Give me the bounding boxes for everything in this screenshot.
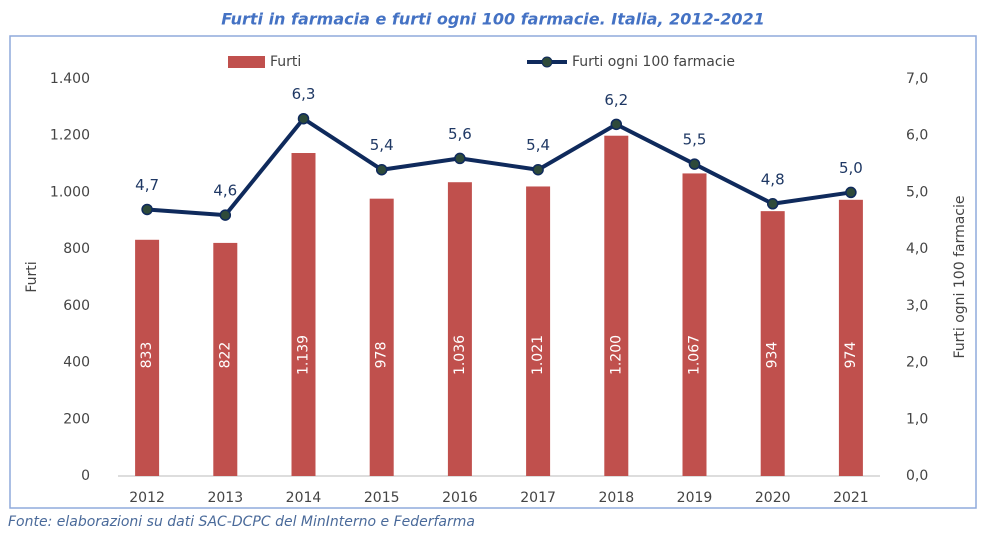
bar [760, 211, 785, 476]
bar [291, 153, 316, 476]
x-tick-label: 2019 [677, 490, 713, 506]
legend-swatch-point [541, 56, 553, 68]
bar [135, 239, 160, 476]
x-tick-label: 2013 [207, 490, 243, 506]
line-value-label: 4,8 [761, 170, 785, 188]
source: Fonte: elaborazioni su dati SAC-DCPC del… [8, 514, 475, 530]
bar-value-label: 974 [843, 342, 859, 369]
y-tick-label: 0 [81, 468, 90, 484]
bar [838, 199, 863, 476]
bar [682, 173, 707, 476]
x-tick-label: 2012 [129, 490, 165, 506]
frame [9, 35, 977, 509]
y2-tick-label: 5,0 [906, 184, 928, 200]
bar-value-label: 1.036 [452, 335, 468, 375]
y-axis-label: Furti [24, 261, 40, 292]
bar [604, 135, 629, 476]
bar-value-label: 1.139 [296, 335, 312, 375]
bar-value-label: 833 [139, 342, 155, 369]
line-point [141, 203, 153, 216]
line-point [219, 209, 232, 221]
line-point [766, 198, 779, 210]
line-value-label: 4,6 [213, 182, 237, 200]
bar [369, 198, 394, 476]
x-tick-label: 2021 [833, 490, 869, 506]
legend-swatch [228, 56, 265, 68]
bar-value-label: 1.067 [687, 335, 703, 375]
y2-tick-label: 0,0 [906, 468, 928, 484]
legend-label: Furti ogni 100 farmacie [572, 54, 735, 70]
x-tick-label: 2020 [755, 490, 791, 506]
line-value-label: 5,4 [370, 136, 394, 154]
y-tick-label: 400 [63, 355, 90, 371]
y-tick-label: 800 [63, 241, 90, 257]
line-point [375, 163, 388, 176]
line-point [688, 158, 701, 170]
bar-value-label: 822 [217, 342, 233, 369]
y2-tick-label: 2,0 [906, 355, 928, 371]
y2-tick-label: 7,0 [906, 71, 928, 87]
y-tick-label: 1.000 [50, 184, 90, 200]
line-value-label: 5,6 [448, 125, 472, 143]
bar-value-label: 934 [765, 342, 781, 369]
y-tick-label: 1.200 [50, 128, 90, 144]
line-point [610, 118, 623, 131]
line-value-label: 4,7 [135, 176, 159, 194]
y2-tick-label: 1,0 [906, 411, 928, 427]
x-tick-label: 2018 [598, 490, 634, 506]
bar-value-label: 978 [374, 342, 390, 369]
y-tick-label: 1.400 [50, 71, 90, 87]
bar-value-label: 1.200 [608, 335, 624, 375]
x-tick-label: 2016 [442, 490, 478, 506]
x-tick-label: 2014 [286, 490, 322, 506]
y2-tick-label: 4,0 [906, 241, 928, 257]
line-point [532, 163, 544, 176]
x-tick-label: 2017 [520, 490, 556, 506]
y2-tick-label: 3,0 [906, 298, 928, 314]
line-point [845, 186, 857, 199]
bar [213, 242, 238, 476]
line-value-label: 5,0 [839, 159, 863, 177]
chart-title: Furti in farmacia e furti ogni 100 farma… [221, 10, 765, 29]
y2-axis-label: Furti ogni 100 farmacie [952, 195, 968, 358]
line-value-label: 5,5 [683, 131, 707, 149]
line-value-label: 5,4 [526, 136, 550, 154]
line-point [454, 152, 466, 165]
bar [447, 182, 472, 476]
bar [526, 186, 551, 476]
x-tick-label: 2015 [364, 490, 400, 506]
y2-tick-label: 6,0 [906, 128, 928, 144]
line [146, 116, 852, 218]
legend-label: Furti [270, 54, 301, 70]
line-value-label: 6,3 [292, 85, 316, 103]
bar-value-label: 1.021 [530, 335, 546, 375]
line-point [297, 112, 310, 125]
y-tick-label: 600 [63, 298, 90, 314]
line-value-label: 6,2 [604, 91, 628, 109]
y-tick-label: 200 [63, 411, 90, 427]
